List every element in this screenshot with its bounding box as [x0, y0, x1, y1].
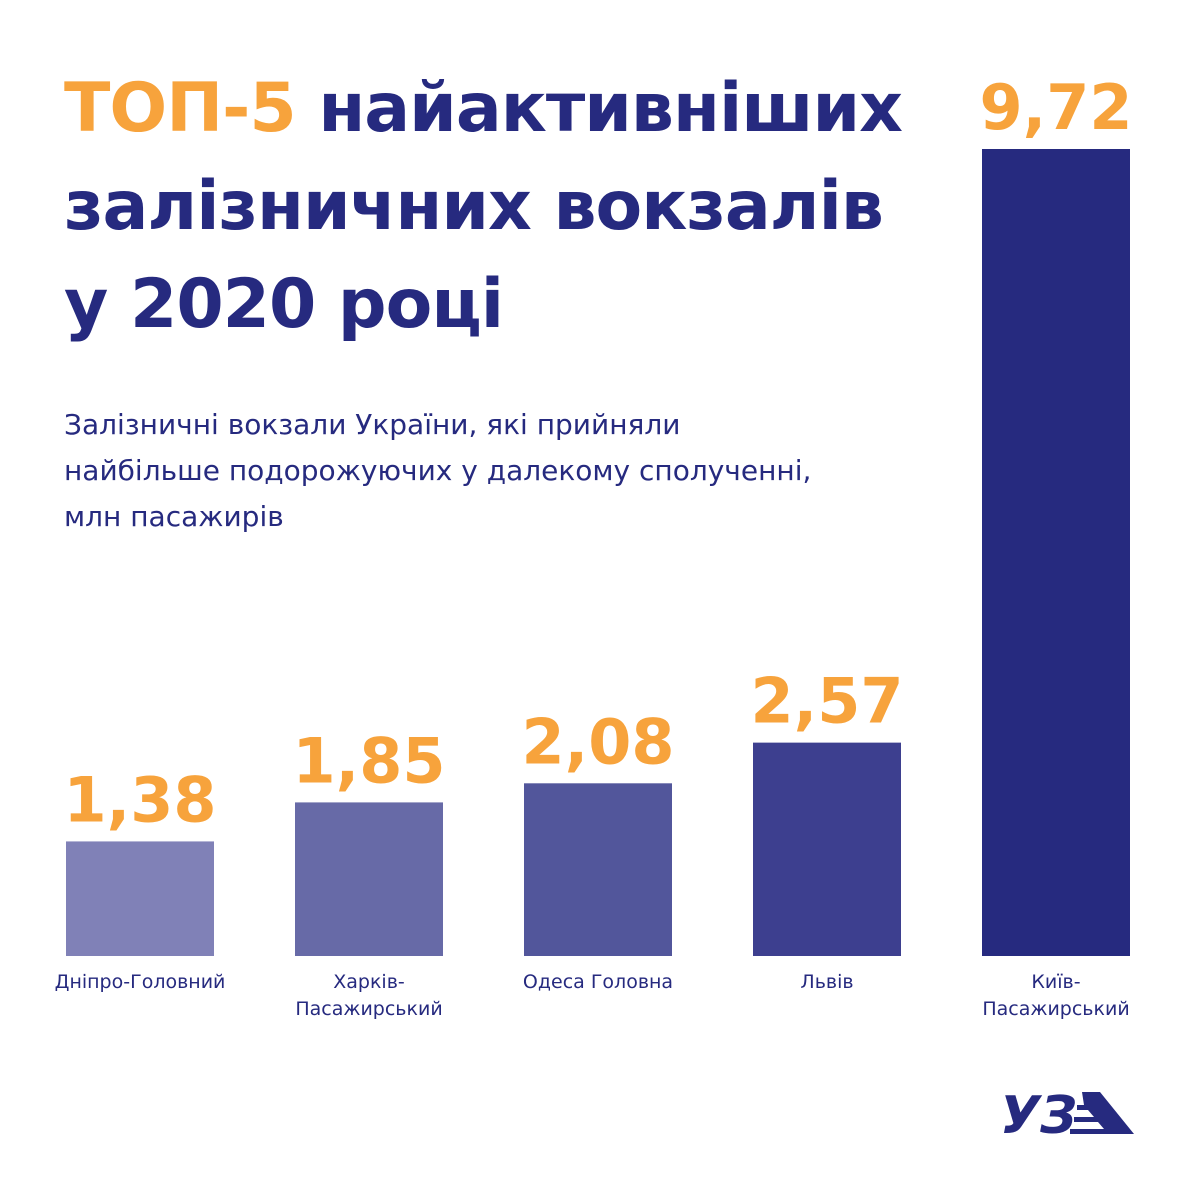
bar-value-label: 1,38	[64, 763, 217, 836]
category-tick-label: Львів	[800, 971, 853, 993]
title-line-2: залізничних вокзалів	[64, 167, 884, 246]
subtitle-line-3: млн пасажирів	[64, 500, 284, 533]
bar	[982, 149, 1130, 956]
chart-subtitle: Залізничні вокзали України, які прийняли…	[64, 402, 944, 540]
logo-wings-shape	[1070, 1092, 1134, 1134]
subtitle-line-2: найбільше подорожуючих у далекому сполуч…	[64, 454, 812, 487]
bar	[66, 841, 214, 956]
subtitle-line-1: Залізничні вокзали України, які прийняли	[64, 408, 681, 441]
title-line-3: у 2020 році	[64, 265, 504, 344]
category-tick-label: Дніпро-Головний	[55, 971, 226, 993]
bar-value-label: 9,72	[980, 71, 1133, 144]
uz-logo-icon: УЗ	[1000, 1086, 1134, 1138]
title-line-1: найактивніших	[295, 69, 903, 148]
category-tick-label: Пасажирський	[295, 998, 442, 1020]
bar	[295, 802, 443, 956]
bar-value-label: 2,08	[522, 705, 675, 778]
logo-text: УЗ	[1000, 1086, 1077, 1138]
category-tick-label: Київ-	[1031, 971, 1080, 993]
category-tick-label: Одеса Головна	[523, 971, 673, 993]
category-tick-label: Харків-	[333, 971, 405, 993]
bar-value-label: 2,57	[751, 665, 904, 738]
bar	[524, 783, 672, 956]
chart-title: ТОП-5 найактивніших залізничних вокзалів…	[64, 60, 964, 354]
bar-value-label: 1,85	[293, 724, 446, 797]
title-accent: ТОП-5	[64, 69, 297, 148]
bar	[753, 742, 901, 956]
category-tick-label: Пасажирський	[982, 998, 1129, 1020]
